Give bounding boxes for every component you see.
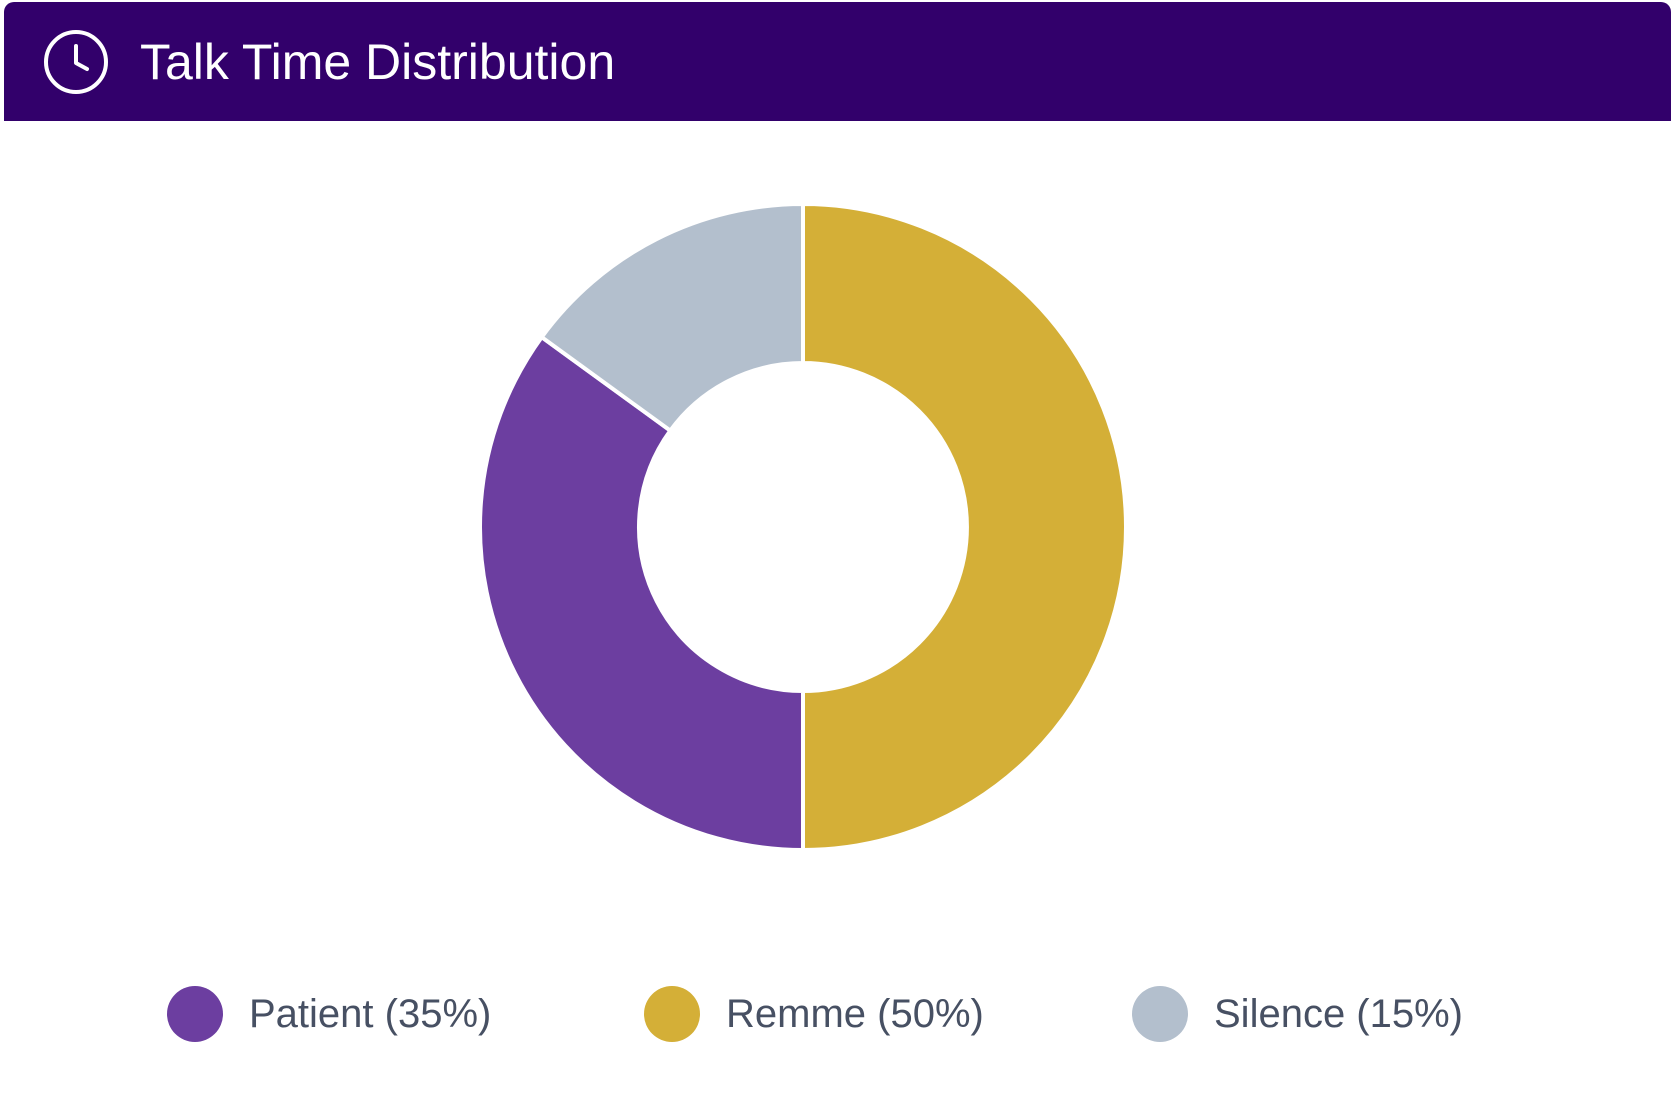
legend-label-patient: Patient (35%) xyxy=(249,992,492,1036)
donut-slice-patient[interactable] xyxy=(478,335,805,852)
donut-slice-silence[interactable] xyxy=(539,202,805,433)
clock-icon xyxy=(44,30,108,94)
legend-swatch-silence xyxy=(1132,986,1188,1042)
card-title: Talk Time Distribution xyxy=(140,34,616,90)
talk-time-card: Talk Time Distribution Patient (35%) Rem… xyxy=(4,2,1671,1116)
card-header: Talk Time Distribution xyxy=(4,2,1671,121)
legend-label-silence: Silence (15%) xyxy=(1214,992,1464,1036)
legend-label-remme: Remme (50%) xyxy=(726,992,984,1036)
chart-legend: Patient (35%) Remme (50%) Silence (15%) xyxy=(4,982,1671,1046)
legend-swatch-patient xyxy=(167,986,223,1042)
donut-chart xyxy=(478,202,1128,852)
legend-swatch-remme xyxy=(644,986,700,1042)
donut-slice-remme[interactable] xyxy=(801,202,1128,852)
